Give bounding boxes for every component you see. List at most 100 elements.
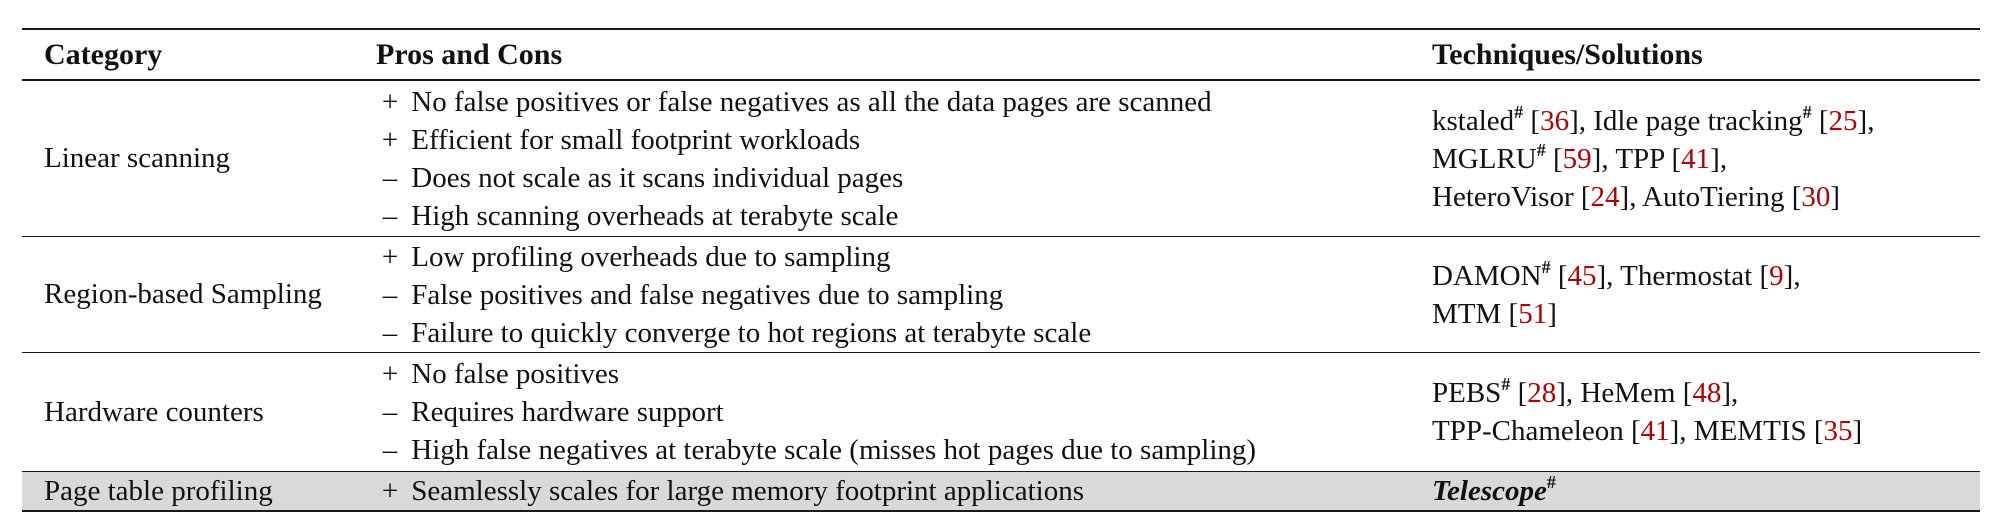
technique-name: HeteroVisor xyxy=(1432,180,1574,213)
citation-link[interactable]: 36 xyxy=(1540,104,1570,137)
plus-sign: + xyxy=(381,240,399,273)
separator: , xyxy=(1793,259,1801,292)
technique-name: TPP-Chameleon xyxy=(1432,415,1624,447)
techniques-cell: PEBS# [28], HeMem [48], TPP-Chameleon [41… xyxy=(1432,374,1980,450)
pros-cons-text: Does not scale as it scans individual pa… xyxy=(411,161,904,194)
pros-cons-item: + Efficient for small footprint workload… xyxy=(376,121,1432,159)
pros-cons-cell: + No false positives – Requires hardware … xyxy=(376,355,1432,469)
plus-sign: + xyxy=(381,85,399,118)
header-category: Category xyxy=(44,37,163,71)
minus-sign: – xyxy=(382,199,398,232)
comparison-table: Category Pros and Cons Techniques/Soluti… xyxy=(22,28,1980,512)
techniques-cell: DAMON# [45], Thermostat [9], MTM [51] xyxy=(1432,257,1980,333)
citation-link[interactable]: 41 xyxy=(1681,142,1711,175)
citation-link[interactable]: 28 xyxy=(1527,377,1557,409)
technique-line: DAMON# [45], Thermostat [9], xyxy=(1432,256,1801,292)
separator: , xyxy=(1867,104,1875,137)
footnote-mark: # xyxy=(1501,374,1511,394)
technique-name: Idle page tracking xyxy=(1593,104,1803,137)
minus-sign: – xyxy=(382,278,398,311)
pros-cons-item: + Seamlessly scales for large memory foo… xyxy=(376,472,1432,510)
separator: , xyxy=(1679,415,1694,447)
footnote-mark: # xyxy=(1541,256,1551,277)
pros-cons-item: + No false positives or false negatives … xyxy=(376,83,1432,121)
citation-link[interactable]: 45 xyxy=(1567,259,1597,292)
plus-sign: + xyxy=(381,123,399,156)
pros-cons-text: Failure to quickly converge to hot regio… xyxy=(411,316,1092,349)
pros-cons-text: Efficient for small footprint workloads xyxy=(411,123,861,156)
minus-sign: – xyxy=(382,396,398,428)
citation-link[interactable]: 30 xyxy=(1801,180,1831,213)
pros-cons-cell: + No false positives or false negatives … xyxy=(376,83,1432,235)
citation-link[interactable]: 24 xyxy=(1590,180,1620,213)
pros-cons-item: – Does not scale as it scans individual … xyxy=(376,159,1432,197)
separator: , xyxy=(1565,377,1581,409)
technique-line: kstaled# [36], Idle page tracking# [25], xyxy=(1432,101,1875,137)
technique-line: MTM [51] xyxy=(1432,297,1557,330)
citation-link[interactable]: 59 xyxy=(1562,142,1592,175)
minus-sign: – xyxy=(382,316,398,349)
citation-link[interactable]: 35 xyxy=(1823,415,1853,447)
technique-name: Thermostat xyxy=(1620,259,1753,292)
technique-name: MEMTIS xyxy=(1693,415,1807,447)
pros-cons-item: – Requires hardware support xyxy=(376,393,1432,431)
minus-sign: – xyxy=(382,434,398,466)
separator: , xyxy=(1719,142,1728,175)
citation-link[interactable]: 48 xyxy=(1692,377,1722,409)
technique-name: DAMON xyxy=(1432,259,1542,292)
separator: , xyxy=(1601,142,1616,175)
citation-link[interactable]: 41 xyxy=(1640,415,1670,447)
footnote-mark: # xyxy=(1546,471,1556,492)
pros-cons-text: Requires hardware support xyxy=(411,396,724,428)
pros-cons-item: – False positives and false negatives du… xyxy=(376,276,1432,314)
pros-cons-text: High scanning overheads at terabyte scal… xyxy=(411,199,899,232)
separator: , xyxy=(1629,180,1643,213)
technique-name: TPP xyxy=(1615,142,1665,175)
pros-cons-item: + No false positives xyxy=(376,355,1432,393)
citation-link[interactable]: 51 xyxy=(1518,297,1548,330)
technique-name: HeMem xyxy=(1580,377,1676,409)
header-techniques: Techniques/Solutions xyxy=(1432,37,1703,71)
technique-line: PEBS# [28], HeMem [48], xyxy=(1432,374,1739,409)
techniques-cell: kstaled# [36], Idle page tracking# [25],… xyxy=(1432,102,1980,216)
category-cell: Region-based Sampling xyxy=(44,278,322,310)
pros-cons-cell: + Seamlessly scales for large memory foo… xyxy=(376,472,1432,510)
telescope-label: Telescope xyxy=(1432,474,1547,507)
header-pros-cons: Pros and Cons xyxy=(376,37,563,71)
pros-cons-text: Seamlessly scales for large memory footp… xyxy=(411,475,1084,507)
table-row: Linear scanning + No false positives or … xyxy=(22,81,1980,237)
footnote-mark: # xyxy=(1536,139,1546,160)
technique-line: HeteroVisor [24], AutoTiering [30] xyxy=(1432,180,1841,213)
pros-cons-item: – High false negatives at terabyte scale… xyxy=(376,431,1432,469)
separator: , xyxy=(1606,259,1621,292)
technique-name: PEBS xyxy=(1432,377,1502,409)
technique-name: MTM xyxy=(1432,297,1502,330)
technique-line: TPP-Chameleon [41], MEMTIS [35] xyxy=(1432,415,1863,447)
category-cell: Linear scanning xyxy=(44,142,231,174)
table-row-highlighted: Page table profiling + Seamlessly scales… xyxy=(22,472,1980,510)
pros-cons-text: False positives and false negatives due … xyxy=(411,278,1004,311)
techniques-cell: Telescope# xyxy=(1432,471,1980,508)
plus-sign: + xyxy=(381,475,399,507)
citation-link[interactable]: 9 xyxy=(1769,259,1784,292)
separator: , xyxy=(1731,377,1739,409)
technique-name: AutoTiering xyxy=(1642,180,1785,213)
category-cell: Page table profiling xyxy=(44,474,273,507)
separator: , xyxy=(1578,104,1594,137)
footnote-mark: # xyxy=(1802,101,1812,122)
pros-cons-item: + Low profiling overheads due to samplin… xyxy=(376,238,1432,276)
pros-cons-item: – High scanning overheads at terabyte sc… xyxy=(376,197,1432,235)
pros-cons-text: No false positives or false negatives as… xyxy=(411,85,1212,118)
table-row: Region-based Sampling + Low profiling ov… xyxy=(22,237,1980,353)
category-cell: Hardware counters xyxy=(44,395,264,428)
citation-link[interactable]: 25 xyxy=(1828,104,1858,137)
technique-name: kstaled xyxy=(1432,104,1515,137)
technique-line: MGLRU# [59], TPP [41], xyxy=(1432,139,1728,175)
table-header-row: Category Pros and Cons Techniques/Soluti… xyxy=(22,30,1980,81)
table-row: Hardware counters + No false positives – … xyxy=(22,353,1980,472)
pros-cons-text: No false positives xyxy=(411,358,620,390)
technique-name: MGLRU xyxy=(1432,142,1537,175)
plus-sign: + xyxy=(381,358,399,390)
pros-cons-text: High false negatives at terabyte scale (… xyxy=(411,434,1257,466)
pros-cons-text: Low profiling overheads due to sampling xyxy=(411,240,891,273)
